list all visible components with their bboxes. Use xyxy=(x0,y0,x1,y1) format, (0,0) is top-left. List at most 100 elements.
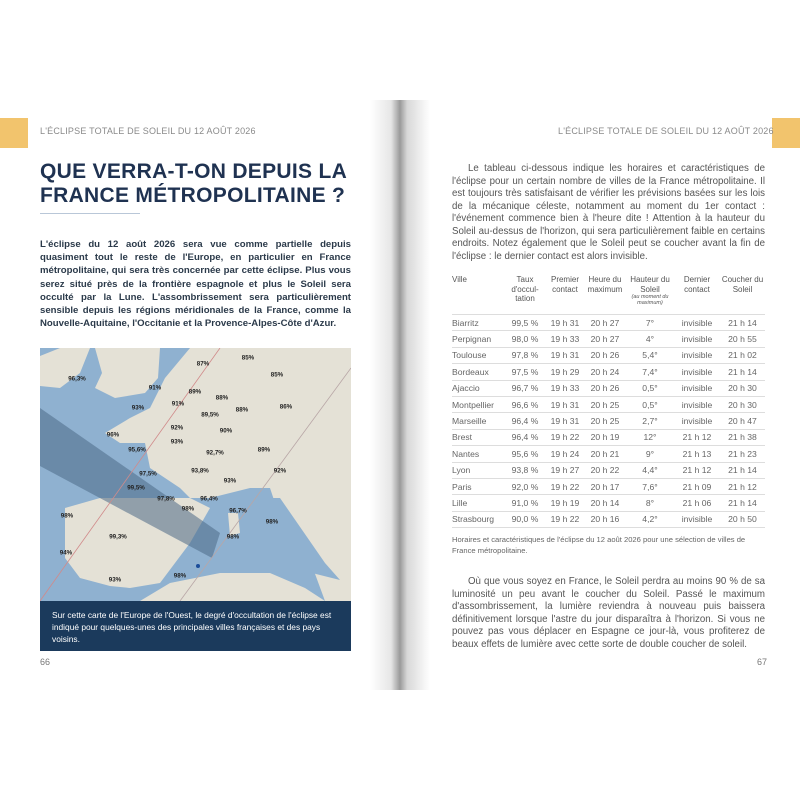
header-dernier: Dernier contact xyxy=(683,275,711,294)
table-cell: 7,4° xyxy=(626,363,674,381)
table-cell: 21 h 14 xyxy=(720,461,765,479)
table-cell: 96,4 % xyxy=(504,428,546,446)
map-label: 92,7% xyxy=(206,449,224,457)
table-cell: 8° xyxy=(626,494,674,512)
table-row: Toulouse 97,8 % 19 h 31 20 h 26 5,4° invisibl… xyxy=(452,346,765,364)
map-label: 88% xyxy=(215,394,229,402)
map-label: 96,4% xyxy=(200,495,218,503)
table-row: Strasbourg 90,0 % 19 h 22 20 h 16 4,2° invisi… xyxy=(452,510,765,529)
map-label: 95,6% xyxy=(128,446,146,454)
map-label: 93% xyxy=(223,477,237,485)
table-cell: 21 h 14 xyxy=(720,363,765,381)
header-hauteur-note: (au moment du maximum) xyxy=(631,294,669,306)
table-cell: 20 h 16 xyxy=(584,510,626,529)
table-cell: 97,5 % xyxy=(504,363,546,381)
header-coucher: Coucher du Soleil xyxy=(721,275,764,294)
table-cell: Perpignan xyxy=(452,330,504,348)
intro-paragraph: L'éclipse du 12 août 2026 sera vue comme… xyxy=(40,239,351,330)
map-label: 93% xyxy=(108,576,122,584)
table-row: Lyon 93,8 % 19 h 27 20 h 22 4,4° 21 h 12 21 h … xyxy=(452,461,765,479)
table-cell: 19 h 33 xyxy=(546,330,584,348)
table-cell: 20 h 21 xyxy=(584,445,626,463)
map-label: 88% xyxy=(235,406,249,414)
table-cell: 20 h 17 xyxy=(584,477,626,495)
table-row: Biarritz 99,5 % 19 h 31 20 h 27 7° invisible 2… xyxy=(452,313,765,331)
table-cell: 19 h 22 xyxy=(546,428,584,446)
table-cell: 21 h 12 xyxy=(674,428,720,446)
table-cell: 20 h 30 xyxy=(720,395,765,413)
table-cell: 20 h 27 xyxy=(584,313,626,331)
table-cell: Ajaccio xyxy=(452,379,504,397)
map-label: 89% xyxy=(257,446,271,454)
table-cell: 19 h 33 xyxy=(546,379,584,397)
table-cell: 96,4 % xyxy=(504,412,546,430)
map-label: 96,3% xyxy=(68,375,86,383)
table-cell: 20 h 25 xyxy=(584,412,626,430)
table-cell: 20 h 47 xyxy=(720,412,765,430)
table-cell: 19 h 19 xyxy=(546,494,584,512)
chapter-tab-right xyxy=(772,118,800,148)
running-head-right: L'ÉCLIPSE TOTALE DE SOLEIL DU 12 AOÛT 20… xyxy=(558,126,774,136)
table-cell: 0,5° xyxy=(626,395,674,413)
table-cell: 93,8 % xyxy=(504,461,546,479)
table-cell: 4,4° xyxy=(626,461,674,479)
map-label: 97,8% xyxy=(157,495,175,503)
table-cell: invisible xyxy=(674,330,720,348)
map-label: 98% xyxy=(181,505,195,513)
header-maximum: Heure du maximum xyxy=(587,275,623,294)
table-cell: 90,0 % xyxy=(504,510,546,529)
table-cell: 97,8 % xyxy=(504,346,546,364)
table-row: Nantes 95,6 % 19 h 24 20 h 21 9° 21 h 13 21 h … xyxy=(452,445,765,463)
table-cell: 19 h 22 xyxy=(546,510,584,529)
table-cell: invisible xyxy=(674,412,720,430)
table-cell: Brest xyxy=(452,428,504,446)
table-row: Ajaccio 96,7 % 19 h 33 20 h 26 0,5° invisible… xyxy=(452,379,765,397)
table-cell: invisible xyxy=(674,395,720,413)
table-cell: 20 h 22 xyxy=(584,461,626,479)
map-label: 87% xyxy=(196,360,210,368)
table-cell: 19 h 27 xyxy=(546,461,584,479)
table-cell: 19 h 31 xyxy=(546,395,584,413)
map-label: 98% xyxy=(226,533,240,541)
table-cell: 20 h 27 xyxy=(584,330,626,348)
eclipse-map: 96,3% 87% 85% 85% 91% 89% 88% 91% 93% 89… xyxy=(40,348,351,602)
table-cell: 20 h 30 xyxy=(720,379,765,397)
map-label: 99,5% xyxy=(127,484,145,492)
eclipse-times-table: Ville Taux d'occul-tation Premier contac… xyxy=(452,275,765,529)
table-cell: 0,5° xyxy=(626,379,674,397)
table-cell: Montpellier xyxy=(452,395,504,413)
table-cell: 20 h 25 xyxy=(584,395,626,413)
header-taux: Taux d'occul-tation xyxy=(511,275,539,303)
table-cell: 20 h 50 xyxy=(720,510,765,529)
map-label: 94% xyxy=(59,549,73,557)
table-row: Brest 96,4 % 19 h 22 20 h 19 12° 21 h 12 21 h … xyxy=(452,428,765,446)
map-label: 85% xyxy=(270,371,284,379)
map-label: 93% xyxy=(131,404,145,412)
table-cell: 20 h 19 xyxy=(584,428,626,446)
map-label: 85% xyxy=(241,354,255,362)
table-cell: Toulouse xyxy=(452,346,504,364)
table-cell: invisible xyxy=(674,363,720,381)
table-cell: 7,6° xyxy=(626,477,674,495)
table-cell: 20 h 14 xyxy=(584,494,626,512)
page-number-left: 66 xyxy=(40,657,51,667)
table-cell: 21 h 09 xyxy=(674,477,720,495)
table-cell: Marseille xyxy=(452,412,504,430)
table-cell: 21 h 38 xyxy=(720,428,765,446)
table-cell: 19 h 22 xyxy=(546,477,584,495)
table-cell: 19 h 31 xyxy=(546,412,584,430)
table-cell: 19 h 29 xyxy=(546,363,584,381)
table-cell: 21 h 06 xyxy=(674,494,720,512)
table-cell: Nantes xyxy=(452,445,504,463)
table-cell: 21 h 12 xyxy=(720,477,765,495)
table-cell: 21 h 12 xyxy=(674,461,720,479)
map-label: 92% xyxy=(170,424,184,432)
table-cell: 20 h 55 xyxy=(720,330,765,348)
table-row: Marseille 96,4 % 19 h 31 20 h 25 2,7° invisib… xyxy=(452,412,765,430)
table-cell: 21 h 02 xyxy=(720,346,765,364)
table-cell: 4° xyxy=(626,330,674,348)
map-label: 96,7% xyxy=(229,507,247,515)
table-cell: 12° xyxy=(626,428,674,446)
left-column: QUE VERRA-T-ON DEPUIS LA FRANCE MÉTROPOL… xyxy=(40,160,351,652)
paragraph-2: Où que vous soyez en France, le Soleil p… xyxy=(452,576,765,650)
